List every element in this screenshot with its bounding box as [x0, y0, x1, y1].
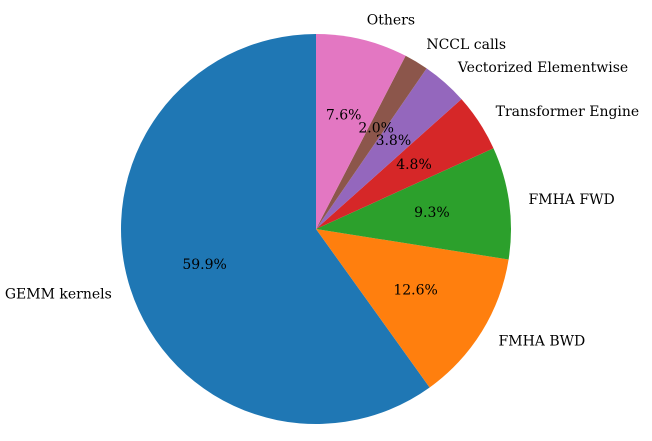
pct-label-fmha-fwd: 9.3% — [414, 205, 450, 221]
pie-slice-transformer-engine — [316, 99, 494, 229]
slice-label-transformer-engine: Transformer Engine — [496, 104, 640, 120]
pct-label-vectorized-elementwise: 3.8% — [376, 133, 412, 149]
pct-label-gemm-kernels: 59.9% — [182, 257, 226, 273]
pie-slice-gemm-kernels — [121, 34, 430, 424]
pie-slices — [121, 34, 511, 424]
pct-label-others: 7.6% — [326, 107, 362, 123]
slice-label-others: Others — [367, 13, 415, 29]
slice-label-gemm-kernels: GEMM kernels — [5, 287, 112, 303]
pie-slice-vectorized-elementwise — [316, 68, 462, 229]
pct-label-nccl-calls: 2.0% — [358, 121, 394, 137]
percentage-labels: 59.9% 12.6% 9.3% 4.8% 3.8%2.0%7.6% — [182, 107, 449, 298]
pct-label-fmha-bwd: 12.6% — [393, 282, 437, 298]
pie-slice-fmha-fwd — [316, 148, 511, 260]
pie-slice-nccl-calls — [316, 55, 427, 230]
slice-label-fmha-bwd: FMHA BWD — [499, 334, 586, 350]
slice-label-fmha-fwd: FMHA FWD — [529, 192, 615, 208]
slice-label-nccl-calls: NCCL calls — [426, 37, 506, 53]
pie-slice-others — [316, 34, 406, 229]
slice-label-vectorized-elementwise: Vectorized Elementwise — [457, 60, 628, 76]
slice-labels: GEMM kernels FMHA BWD FMHA FWD Transformer … — [5, 13, 639, 350]
pct-label-transformer-engine: 4.8% — [396, 157, 432, 173]
pie-slice-fmha-bwd — [316, 229, 509, 388]
